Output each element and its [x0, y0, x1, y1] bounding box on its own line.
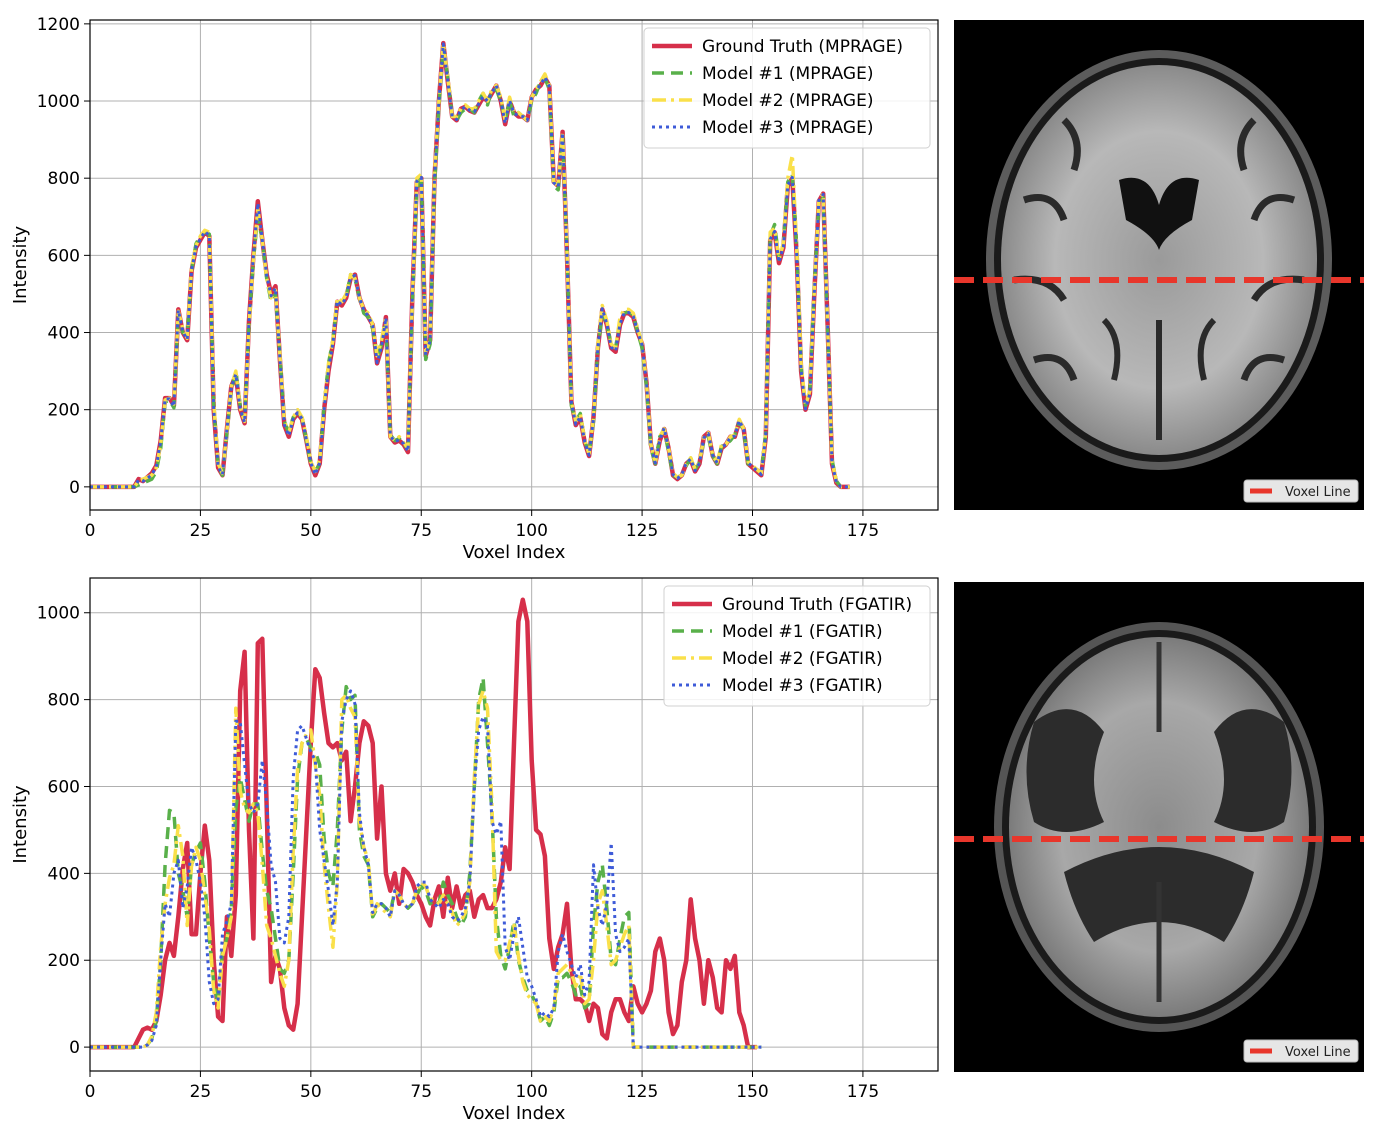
y-tick-label: 800 — [48, 691, 80, 711]
posterior-sulci — [1101, 317, 1217, 440]
mri-legend: Voxel Line — [1243, 479, 1359, 503]
series-line-1 — [90, 597, 757, 1050]
fgatir-intensity-chart: 0 25 50 75 100 125 150 175 0 200 400 600 800 1000 Voxe… — [10, 577, 939, 1124]
y-tick-label: 1200 — [37, 15, 80, 35]
x-tick-label: 100 — [515, 521, 547, 541]
x-tick-label: 175 — [847, 521, 879, 541]
legend-label: Model #3 (FGATIR) — [722, 676, 883, 696]
y-tick-label: 400 — [48, 864, 80, 884]
mprage-intensity-chart: 0 25 50 75 100 125 150 175 0 200 400 600 800 1000 1200… — [10, 15, 939, 563]
legend-label: Voxel Line — [1285, 485, 1351, 500]
y-tick-label: 1000 — [37, 92, 80, 112]
x-tick-label: 150 — [736, 1082, 768, 1102]
y-axis-label: Intensity — [10, 785, 31, 864]
series-line-4 — [90, 689, 762, 1049]
legend-label: Ground Truth (MPRAGE) — [702, 37, 903, 57]
x-tick-label: 0 — [85, 1082, 96, 1102]
plot-frame — [89, 577, 939, 1072]
white-matter-right — [1214, 709, 1292, 832]
series-line-4 — [90, 42, 850, 489]
legend-label: Ground Truth (FGATIR) — [722, 595, 912, 615]
y-tick-label: 0 — [69, 1038, 80, 1058]
x-tick-label: 75 — [410, 521, 432, 541]
y-tick-label: 1000 — [37, 604, 80, 624]
x-tick-label: 75 — [410, 1082, 432, 1102]
x-tick-label: 125 — [626, 521, 658, 541]
mri-legend: Voxel Line — [1243, 1039, 1359, 1063]
y-tick-label: 600 — [48, 777, 80, 797]
y-tick-label: 600 — [48, 246, 80, 266]
x-tick-label: 50 — [300, 1082, 322, 1102]
brain-tissue — [1001, 65, 1317, 455]
mprage-mri-slice: Voxel Line — [954, 20, 1364, 510]
legend-label: Model #2 (FGATIR) — [722, 649, 883, 669]
x-tick-label: 25 — [190, 1082, 212, 1102]
y-tick-label: 400 — [48, 324, 80, 344]
x-axis-label: Voxel Index — [463, 1103, 566, 1124]
y-axis-label: Intensity — [10, 225, 31, 304]
x-tick-label: 150 — [736, 521, 768, 541]
legend-label: Voxel Line — [1285, 1045, 1351, 1060]
legend-box — [643, 27, 931, 149]
legend-label: Model #1 (MPRAGE) — [702, 64, 873, 84]
legend-label: Model #1 (FGATIR) — [722, 622, 883, 642]
plot-frame — [89, 19, 939, 511]
ventricles — [1119, 177, 1199, 250]
x-axis-label: Voxel Index — [463, 542, 566, 563]
x-tick-label: 100 — [515, 1082, 547, 1102]
y-tick-label: 0 — [69, 478, 80, 498]
fgatir-mri-slice: Voxel Line — [954, 582, 1364, 1072]
legend-label: Model #3 (MPRAGE) — [702, 118, 873, 138]
x-tick-label: 125 — [626, 1082, 658, 1102]
y-tick-label: 200 — [48, 401, 80, 421]
y-tick-label: 800 — [48, 169, 80, 189]
x-tick-label: 0 — [85, 521, 96, 541]
x-tick-label: 50 — [300, 521, 322, 541]
legend-label: Model #2 (MPRAGE) — [702, 91, 873, 111]
x-tick-label: 25 — [190, 521, 212, 541]
legend-box — [663, 585, 931, 707]
y-tick-label: 200 — [48, 951, 80, 971]
white-matter-left — [1026, 709, 1104, 832]
x-tick-label: 175 — [847, 1082, 879, 1102]
